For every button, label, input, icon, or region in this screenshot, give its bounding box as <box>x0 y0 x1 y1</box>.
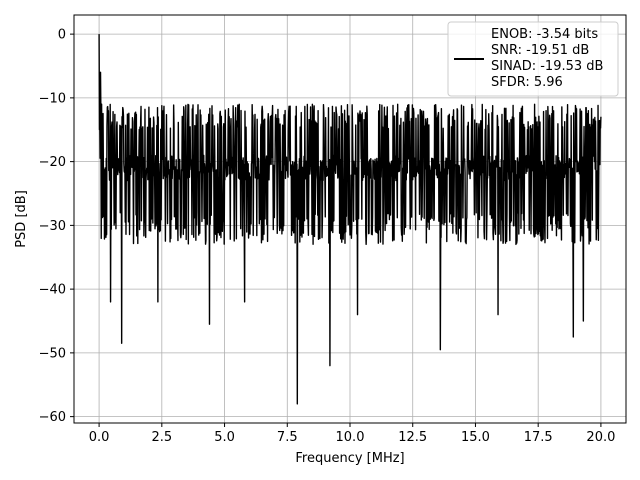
x-tick-label: 15.0 <box>461 430 490 445</box>
y-tick-label: −40 <box>39 283 66 298</box>
x-tick-label: 12.5 <box>398 430 427 445</box>
legend-text-sinad: SINAD: -19.53 dB <box>491 59 603 74</box>
x-axis: 0.0 2.5 5.0 7.5 10.0 12.5 15.0 17.5 20.0 <box>89 423 615 445</box>
legend-box <box>447 21 619 97</box>
x-tick-label: 5.0 <box>214 430 235 445</box>
x-axis-label: Frequency [MHz] <box>295 451 404 466</box>
y-tick-label: 0 <box>58 28 66 43</box>
y-tick-label: −10 <box>39 91 66 106</box>
y-tick-label: −20 <box>39 155 66 170</box>
x-tick-label: 7.5 <box>277 430 298 445</box>
legend-text-enob: ENOB: -3.54 bits <box>491 27 598 42</box>
y-axis: 0 −10 −20 −30 −40 −50 −60 <box>39 28 74 425</box>
legend-text-snr: SNR: -19.51 dB <box>491 43 589 58</box>
y-tick-label: −60 <box>39 410 66 425</box>
x-tick-label: 17.5 <box>524 430 553 445</box>
y-axis-label: PSD [dB] <box>14 190 29 248</box>
y-tick-label: −50 <box>39 346 66 361</box>
legend-text-sfdr: SFDR: 5.96 <box>491 75 563 90</box>
x-tick-label: 20.0 <box>586 430 615 445</box>
psd-series <box>98 34 602 405</box>
x-tick-label: 10.0 <box>336 430 365 445</box>
x-tick-label: 2.5 <box>151 430 172 445</box>
x-tick-label: 0.0 <box>89 430 110 445</box>
y-tick-label: −30 <box>39 219 66 234</box>
legend: ENOB: -3.54 bits SNR: -19.51 dB SINAD: -… <box>447 21 619 97</box>
psd-line <box>98 34 602 405</box>
